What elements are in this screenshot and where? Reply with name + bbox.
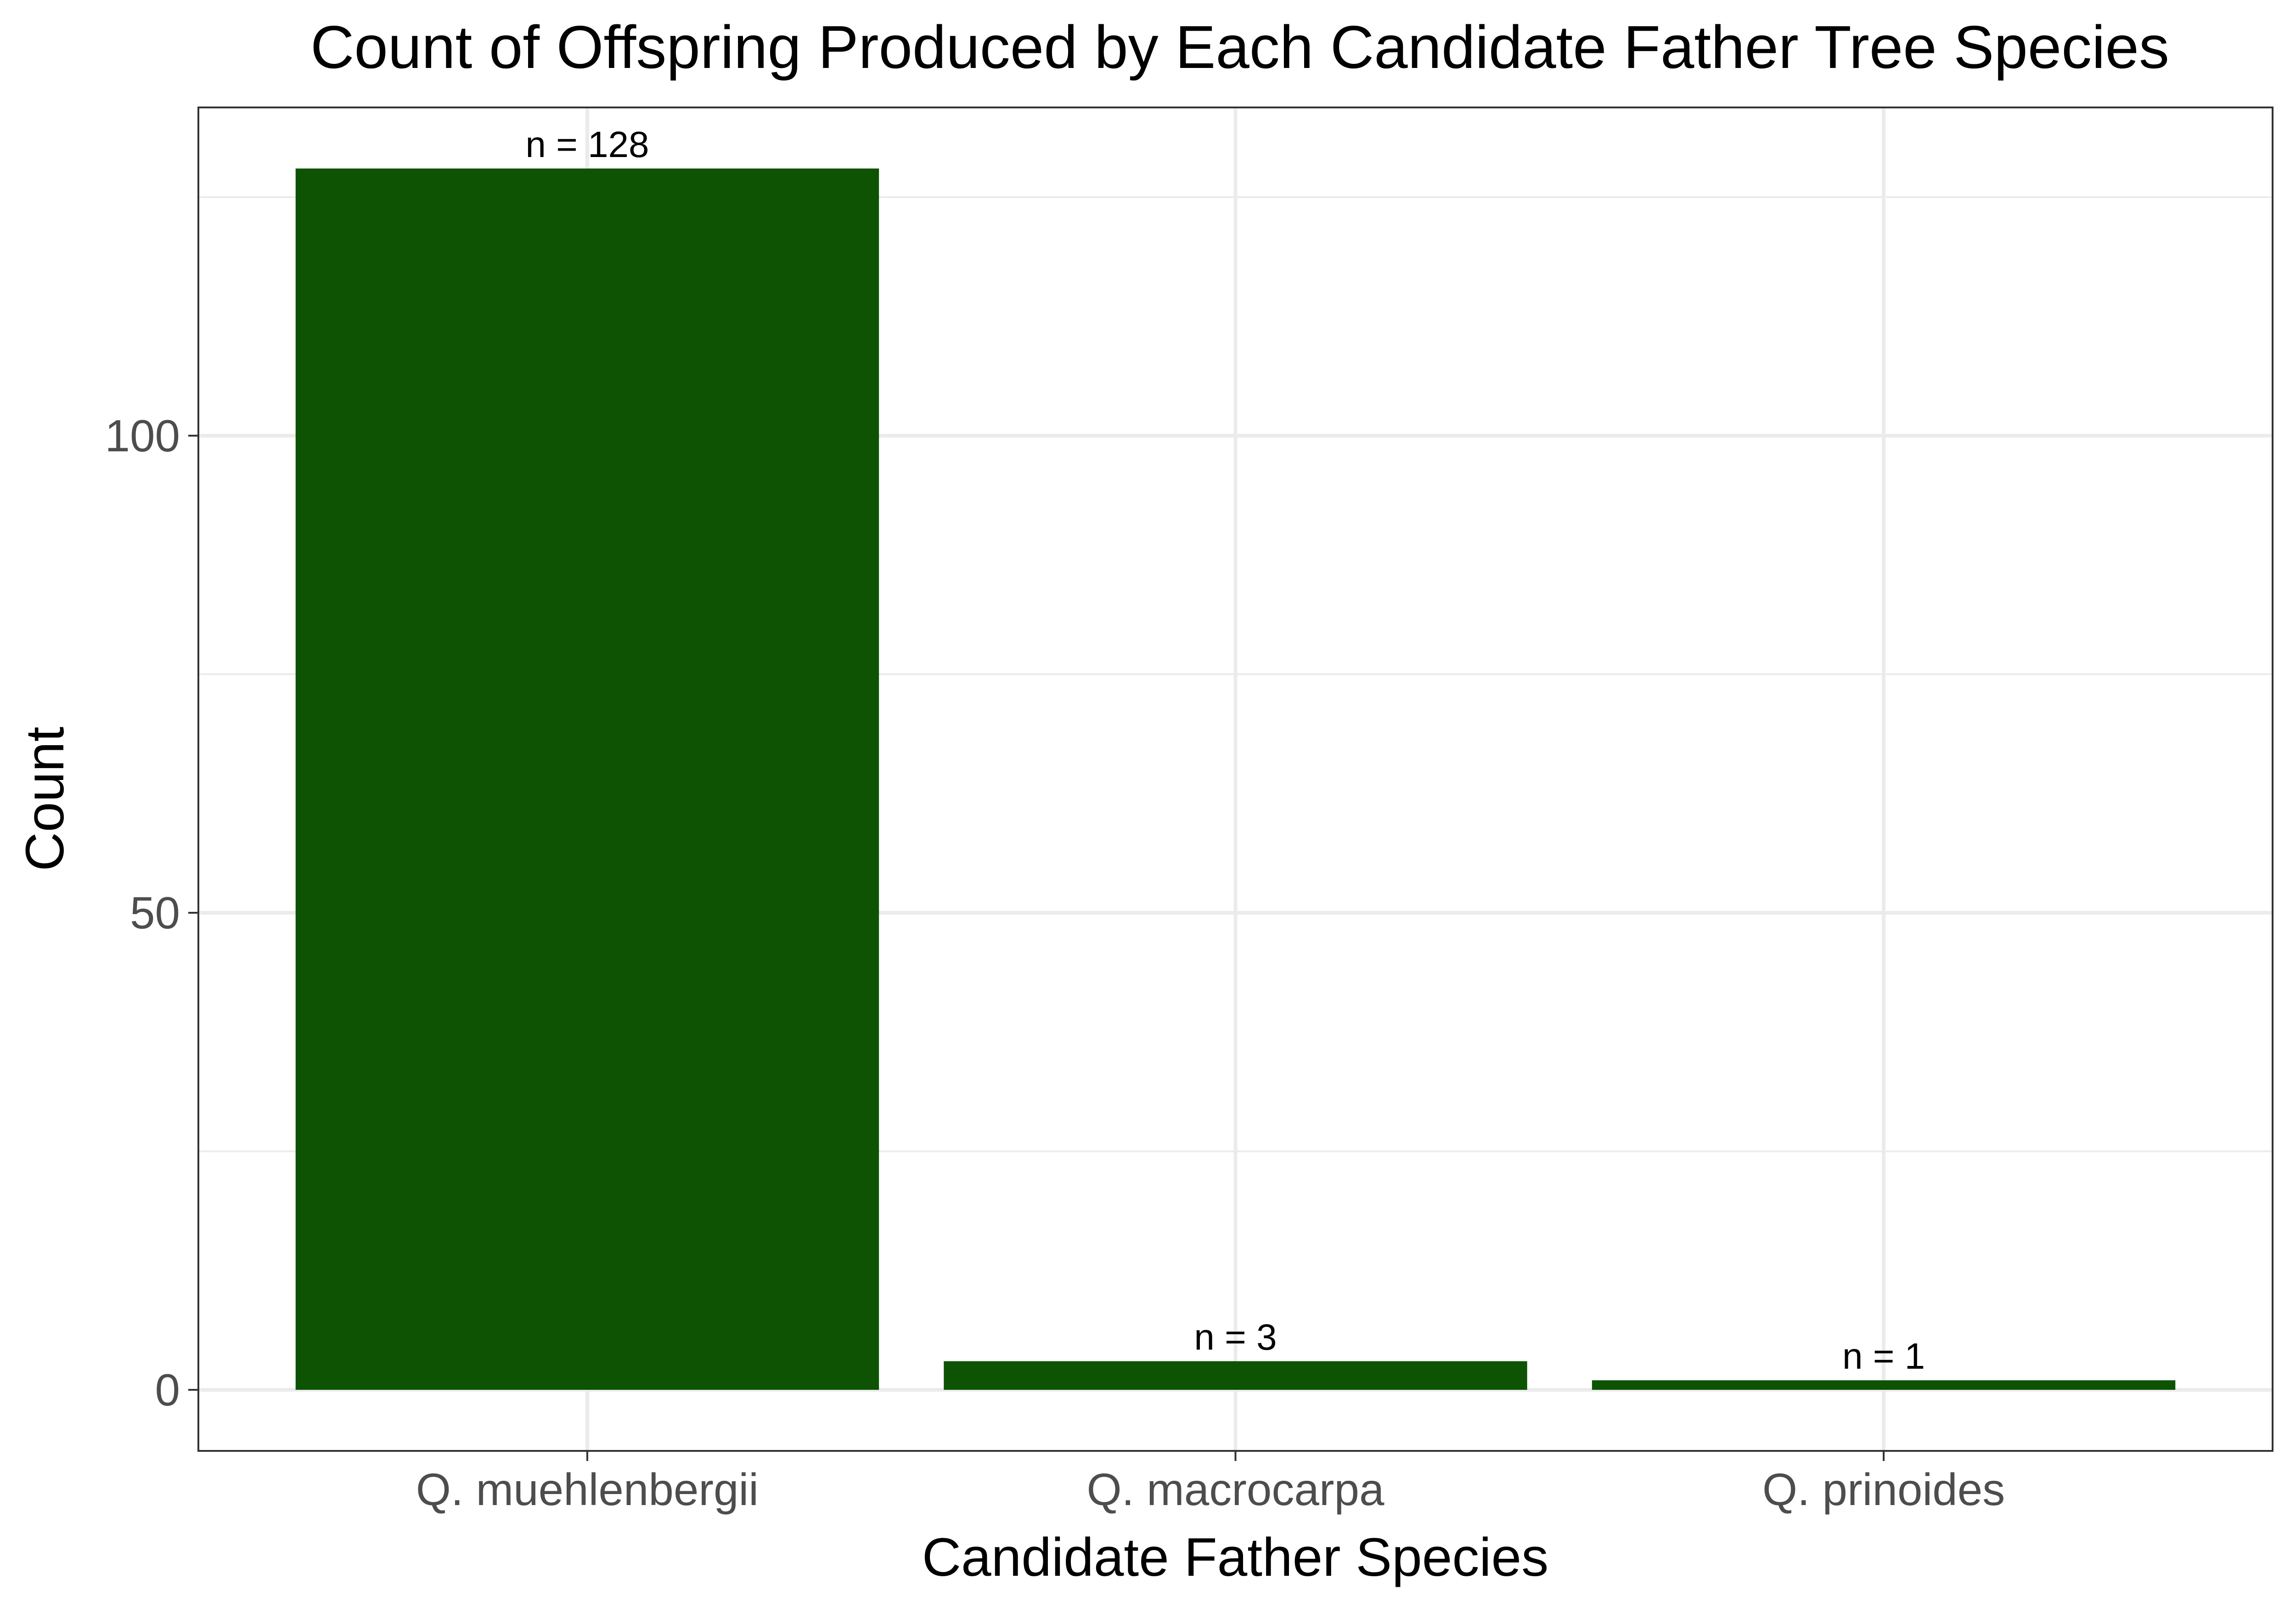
data-label: n = 1 xyxy=(1842,1336,1925,1377)
bar xyxy=(295,169,879,1390)
y-axis-title: Count xyxy=(15,727,75,871)
y-tick-label: 100 xyxy=(105,410,180,461)
chart-title: Count of Offspring Produced by Each Cand… xyxy=(310,13,2169,81)
x-axis: Q. muehlenbergii Q. macrocarpa Q. prinoide… xyxy=(416,1451,2005,1515)
data-labels: n = 128 n = 3 n = 1 xyxy=(525,124,1925,1377)
bar xyxy=(1592,1380,2176,1390)
x-tick-label: Q. muehlenbergii xyxy=(416,1464,759,1515)
y-tick-label: 0 xyxy=(155,1365,180,1415)
y-tick-label: 50 xyxy=(130,888,180,938)
x-tick-label: Q. macrocarpa xyxy=(1086,1464,1384,1515)
bar xyxy=(944,1361,1527,1390)
bars xyxy=(295,169,2176,1390)
x-axis-title: Candidate Father Species xyxy=(922,1527,1548,1588)
data-label: n = 3 xyxy=(1194,1317,1277,1358)
x-tick-label: Q. prinoides xyxy=(1762,1464,2005,1515)
data-label: n = 128 xyxy=(525,124,649,165)
y-axis: 0 50 100 xyxy=(105,410,198,1415)
